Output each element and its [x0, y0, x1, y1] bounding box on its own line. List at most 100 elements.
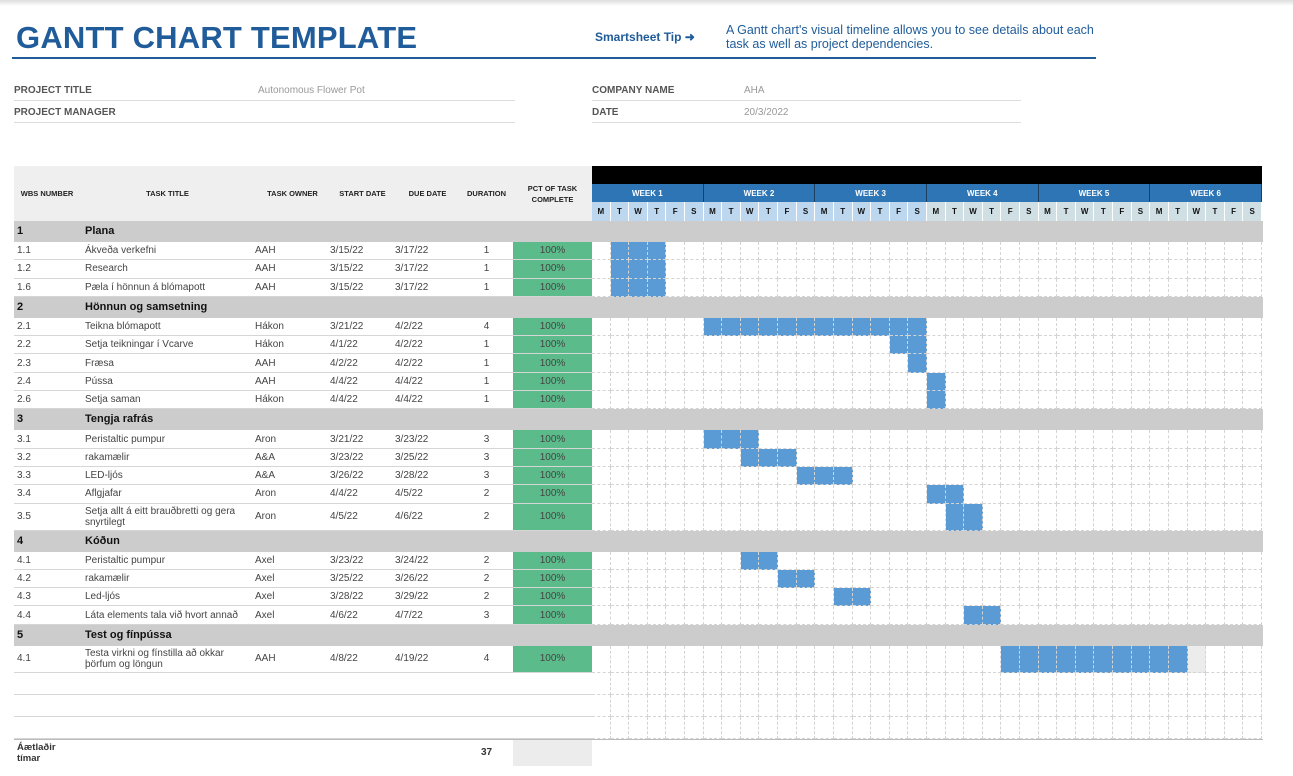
- day-cell[interactable]: [629, 503, 648, 531]
- wbs-cell[interactable]: 4.3: [14, 588, 80, 607]
- duration-cell[interactable]: 1: [460, 242, 513, 261]
- task-bar-cell[interactable]: [1150, 645, 1169, 673]
- day-cell[interactable]: [1094, 716, 1114, 739]
- day-cell[interactable]: [647, 391, 667, 410]
- day-cell[interactable]: [666, 503, 686, 531]
- day-cell[interactable]: [685, 317, 704, 337]
- day-cell[interactable]: [871, 391, 890, 410]
- task-bar-cell[interactable]: [889, 317, 909, 337]
- due-cell[interactable]: 3/24/22: [395, 552, 460, 570]
- day-cell[interactable]: [722, 336, 741, 355]
- day-cell[interactable]: [740, 466, 760, 486]
- pct-complete-cell[interactable]: 100%: [513, 551, 592, 570]
- task-bar-cell[interactable]: [703, 430, 723, 449]
- task-row[interactable]: 4.3 Led-ljós Axel 3/28/22 3/29/22 2 100%: [14, 588, 1263, 607]
- day-cell[interactable]: [1038, 260, 1058, 279]
- pct-complete-cell[interactable]: 100%: [513, 645, 592, 673]
- day-cell[interactable]: [722, 606, 741, 625]
- day-cell[interactable]: [1075, 485, 1095, 504]
- day-cell[interactable]: [1001, 260, 1021, 279]
- day-cell[interactable]: [1020, 551, 1039, 570]
- task-bar-cell[interactable]: [722, 317, 741, 337]
- day-cell[interactable]: [759, 260, 779, 279]
- day-cell[interactable]: [1001, 354, 1021, 373]
- day-cell[interactable]: [815, 430, 834, 449]
- day-cell[interactable]: [647, 716, 667, 739]
- day-cell[interactable]: [1243, 716, 1262, 739]
- day-cell[interactable]: [722, 260, 741, 279]
- wbs-cell[interactable]: [14, 695, 80, 717]
- day-cell[interactable]: [889, 466, 909, 486]
- day-cell[interactable]: [1206, 336, 1225, 355]
- day-cell[interactable]: [1057, 503, 1076, 531]
- day-cell[interactable]: [1113, 716, 1132, 739]
- owner-cell[interactable]: Aron: [255, 504, 330, 531]
- day-cell[interactable]: [1187, 485, 1207, 504]
- task-bar-cell[interactable]: [1001, 645, 1021, 673]
- day-cell[interactable]: [908, 372, 927, 392]
- day-cell[interactable]: [1094, 485, 1114, 504]
- day-cell[interactable]: [685, 645, 704, 673]
- day-cell[interactable]: [647, 503, 667, 531]
- day-cell[interactable]: [1075, 551, 1095, 570]
- day-cell[interactable]: [1075, 694, 1095, 717]
- duration-cell[interactable]: 3: [460, 449, 513, 467]
- day-cell[interactable]: [1001, 503, 1021, 531]
- day-cell[interactable]: [1075, 260, 1095, 279]
- title-cell[interactable]: Led-ljós: [80, 588, 255, 607]
- day-cell[interactable]: [666, 694, 686, 717]
- day-cell[interactable]: [666, 588, 686, 607]
- day-cell[interactable]: [1113, 694, 1132, 717]
- title-cell[interactable]: [80, 717, 255, 739]
- day-cell[interactable]: [685, 569, 704, 589]
- day-cell[interactable]: [982, 694, 1002, 717]
- title-cell[interactable]: LED-ljós: [80, 467, 255, 486]
- day-cell[interactable]: [871, 448, 890, 467]
- day-cell[interactable]: [1057, 242, 1076, 261]
- pct-complete-cell[interactable]: 100%: [513, 354, 592, 373]
- day-cell[interactable]: [908, 485, 927, 504]
- day-cell[interactable]: [647, 694, 667, 717]
- day-cell[interactable]: [982, 336, 1002, 355]
- day-cell[interactable]: [815, 354, 834, 373]
- day-cell[interactable]: [1150, 242, 1169, 261]
- day-cell[interactable]: [592, 336, 611, 355]
- task-row[interactable]: 3.4 Aflgjafar Aron 4/4/22 4/5/22 2 100%: [14, 485, 1263, 504]
- day-cell[interactable]: [889, 588, 909, 607]
- day-cell[interactable]: [871, 503, 890, 531]
- day-cell[interactable]: [871, 278, 890, 297]
- day-cell[interactable]: [796, 716, 816, 739]
- task-bar-cell[interactable]: [833, 588, 853, 607]
- day-cell[interactable]: [1057, 354, 1076, 373]
- day-cell[interactable]: [908, 391, 927, 410]
- due-cell[interactable]: 4/2/22: [395, 318, 460, 337]
- day-cell[interactable]: [871, 694, 890, 717]
- pct-complete-cell[interactable]: 100%: [513, 448, 592, 467]
- day-cell[interactable]: [629, 645, 648, 673]
- day-cell[interactable]: [908, 588, 927, 607]
- duration-cell[interactable]: [460, 695, 513, 717]
- project-title-field[interactable]: PROJECT TITLE Autonomous Flower Pot: [14, 80, 515, 101]
- day-cell[interactable]: [833, 551, 853, 570]
- day-cell[interactable]: [1243, 466, 1262, 486]
- day-cell[interactable]: [778, 466, 797, 486]
- day-cell[interactable]: [1094, 278, 1114, 297]
- day-cell[interactable]: [1243, 448, 1262, 467]
- day-cell[interactable]: [1113, 606, 1132, 625]
- day-cell[interactable]: [889, 485, 909, 504]
- task-bar-cell[interactable]: [647, 242, 667, 261]
- task-bar-cell[interactable]: [796, 466, 816, 486]
- day-cell[interactable]: [1187, 645, 1207, 673]
- day-cell[interactable]: [666, 317, 686, 337]
- day-cell[interactable]: [1224, 672, 1244, 695]
- day-cell[interactable]: [796, 588, 816, 607]
- owner-cell[interactable]: AAH: [255, 279, 330, 297]
- task-bar-cell[interactable]: [982, 606, 1002, 625]
- day-cell[interactable]: [1150, 606, 1169, 625]
- day-cell[interactable]: [833, 448, 853, 467]
- wbs-cell[interactable]: [14, 673, 80, 695]
- day-cell[interactable]: [1150, 466, 1169, 486]
- date-value[interactable]: 20/3/2022: [744, 106, 789, 118]
- day-cell[interactable]: [982, 391, 1002, 410]
- day-cell[interactable]: [685, 503, 704, 531]
